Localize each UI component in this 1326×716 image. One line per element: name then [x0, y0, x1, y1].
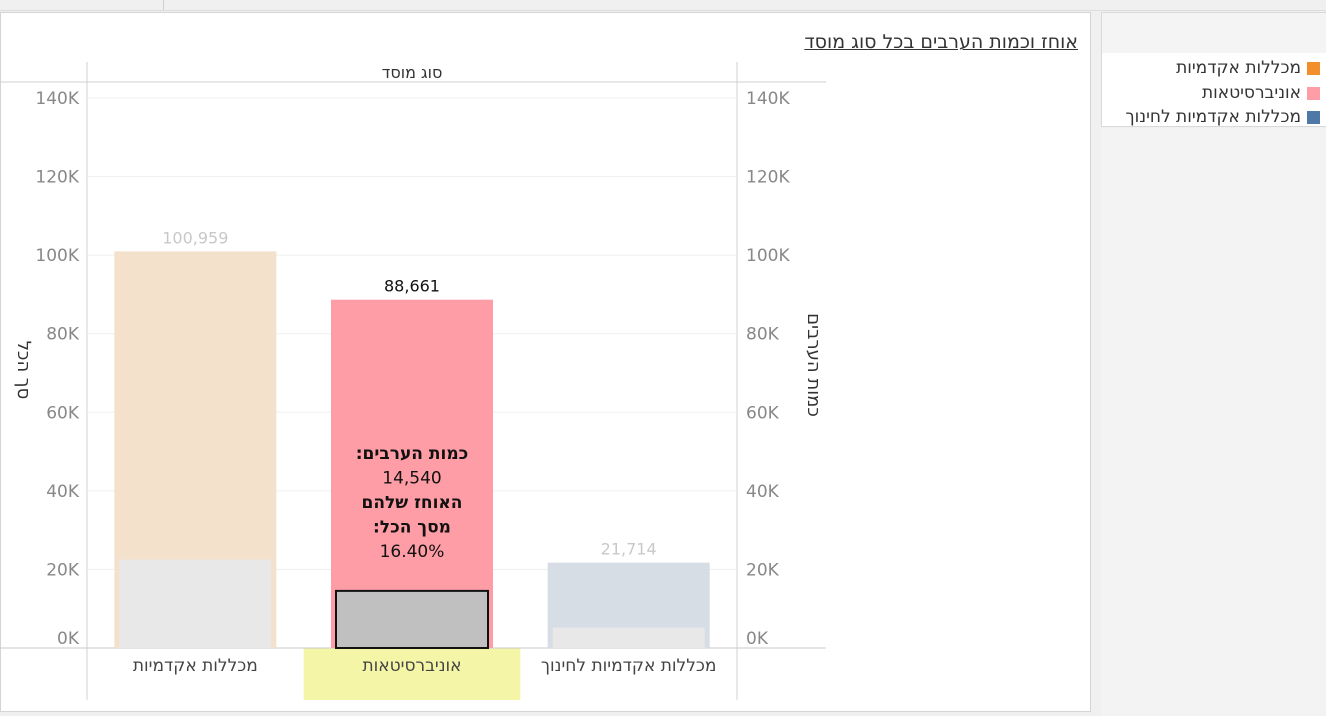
y-tick-label-right: 20K: [746, 560, 780, 580]
legend-swatch: [1307, 110, 1320, 124]
bar-tooltip-line: מסך הכל:: [373, 518, 451, 538]
y-tick-label-left: 80K: [46, 325, 80, 345]
legend-label: אוניברסיטאות: [1201, 83, 1301, 103]
x-category-label: מכללות אקדמיות לחינוך: [541, 656, 716, 676]
y-tick-label-right: 40K: [746, 482, 780, 502]
bar-tooltip-line: 14,540: [382, 469, 441, 489]
y-axis-title-left: סך הכל: [13, 341, 34, 400]
bar-data-label: 88,661: [384, 277, 440, 296]
legend-label: מכללות אקדמיות: [1176, 58, 1301, 78]
y-tick-label-right: 100K: [746, 246, 790, 266]
arab-count-bar: [335, 589, 489, 650]
side-panel-blank: [1101, 128, 1326, 716]
y-tick-label-right: 80K: [746, 325, 780, 345]
color-legend[interactable]: מכללות אקדמיות אוניברסיטאות מכללות אקדמי…: [1101, 12, 1326, 127]
y-tick-label-left: 40K: [46, 482, 80, 502]
legend-item-universities[interactable]: אוניברסיטאות: [1202, 83, 1320, 103]
column-header-label: סוג מוסד: [382, 63, 443, 82]
legend-header: [1102, 13, 1326, 53]
arab-count-bar: [552, 627, 705, 648]
y-tick-label-left: 0K: [57, 629, 80, 649]
bar-data-label: 100,959: [162, 228, 228, 247]
y-tick-label-right: 140K: [746, 89, 790, 109]
bar-tooltip-line: כמות הערבים:: [356, 444, 469, 464]
x-category-label: אוניברסיטאות: [362, 656, 461, 676]
y-tick-label-left: 140K: [35, 89, 79, 109]
y-axis-title-right: כמות הערבים: [803, 313, 824, 417]
y-tick-label-right: 0K: [746, 629, 769, 649]
bar-data-label: 21,714: [601, 540, 657, 559]
bar-tooltip-line: 16.40%: [380, 542, 445, 562]
arab-count-bar: [119, 559, 272, 648]
y-tick-label-left: 20K: [46, 560, 80, 580]
bar-tooltip-line: האוחז שלהם: [362, 493, 463, 513]
y-tick-label-left: 100K: [35, 246, 79, 266]
x-category-label: מכללות אקדמיות: [133, 656, 258, 676]
chart-title[interactable]: אוחז וכמות הערבים בכל סוג מוסד: [804, 31, 1078, 53]
top-toolbar-strip: [0, 0, 1326, 11]
legend-swatch: [1307, 61, 1320, 75]
toolbar-divider: [163, 0, 164, 10]
y-tick-label-left: 60K: [46, 403, 80, 423]
legend-item-education-colleges[interactable]: מכללות אקדמיות לחינוך: [1126, 107, 1320, 127]
selected-category-highlight: [303, 648, 521, 700]
y-tick-label-left: 120K: [35, 168, 79, 188]
y-tick-label-right: 60K: [746, 403, 780, 423]
legend-label: מכללות אקדמיות לחינוך: [1125, 107, 1301, 127]
legend-item-colleges[interactable]: מכללות אקדמיות: [1176, 58, 1320, 78]
legend-swatch: [1307, 86, 1320, 100]
y-tick-label-right: 120K: [746, 168, 790, 188]
